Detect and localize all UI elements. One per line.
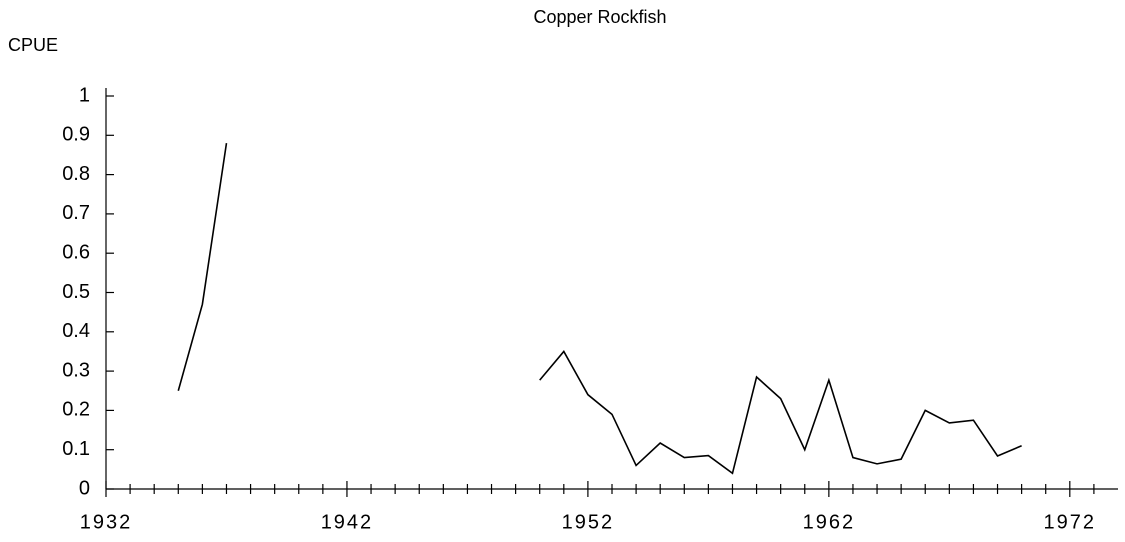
chart-title: Copper Rockfish: [533, 7, 666, 27]
y-tick-label: 1: [79, 84, 90, 106]
data-line: [177, 143, 1022, 475]
y-tick-label: 0.2: [62, 399, 90, 421]
y-axis-label: CPUE: [8, 35, 58, 55]
y-tick-label: 0.5: [62, 281, 90, 303]
y-tick-label: 0.6: [62, 241, 90, 263]
y-tick-label: 0.4: [62, 320, 90, 342]
y-tick-label: 0.7: [62, 202, 90, 224]
y-tick-label: 0.3: [62, 359, 90, 381]
y-tick-label: 0.1: [62, 438, 90, 460]
y-tick-label: 0: [79, 477, 90, 499]
x-tick-label: 1962: [803, 511, 856, 533]
x-tick-label: 1952: [562, 511, 615, 533]
x-tick-label: 1942: [321, 511, 374, 533]
x-tick-label: 1932: [80, 511, 133, 533]
x-tick-label: 1972: [1044, 511, 1097, 533]
y-tick-label: 0.9: [62, 124, 90, 146]
y-tick-label: 0.8: [62, 163, 90, 185]
